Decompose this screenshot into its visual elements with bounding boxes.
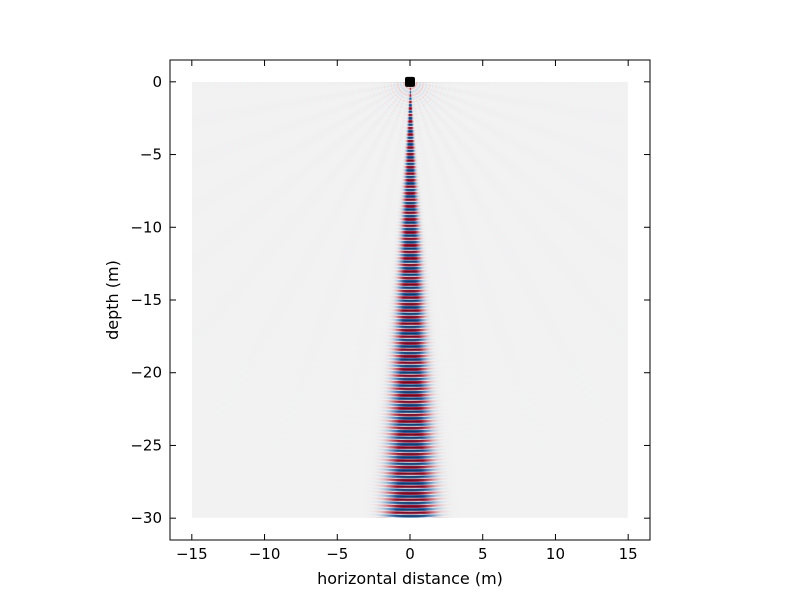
x-tick-label: 10 (546, 545, 565, 563)
x-tick-label: 5 (478, 545, 488, 563)
x-tick-label: −15 (176, 545, 208, 563)
x-tick-label: 0 (405, 545, 415, 563)
y-axis-label: depth (m) (103, 260, 122, 340)
x-tick-label: 15 (619, 545, 638, 563)
wavefield-heatmap (191, 81, 628, 518)
y-tick-label: −20 (130, 364, 162, 382)
y-axis-ticks: 0 −5 −10 −15 −20 −25 −30 (130, 73, 650, 527)
x-axis-label: horizontal distance (m) (317, 569, 503, 588)
y-tick-label: −30 (130, 509, 162, 527)
y-tick-label: 0 (152, 73, 162, 91)
source-marker (405, 76, 415, 87)
x-tick-label: −10 (249, 545, 281, 563)
wavefield-image (191, 81, 628, 518)
y-tick-label: −5 (140, 146, 162, 164)
x-tick-label: −5 (326, 545, 348, 563)
x-axis-ticks: −15 −10 −5 0 5 10 15 (176, 60, 638, 563)
y-tick-label: −15 (130, 291, 162, 309)
y-tick-label: −25 (130, 436, 162, 454)
source-marker-layer (405, 76, 415, 87)
y-tick-label: −10 (130, 218, 162, 236)
